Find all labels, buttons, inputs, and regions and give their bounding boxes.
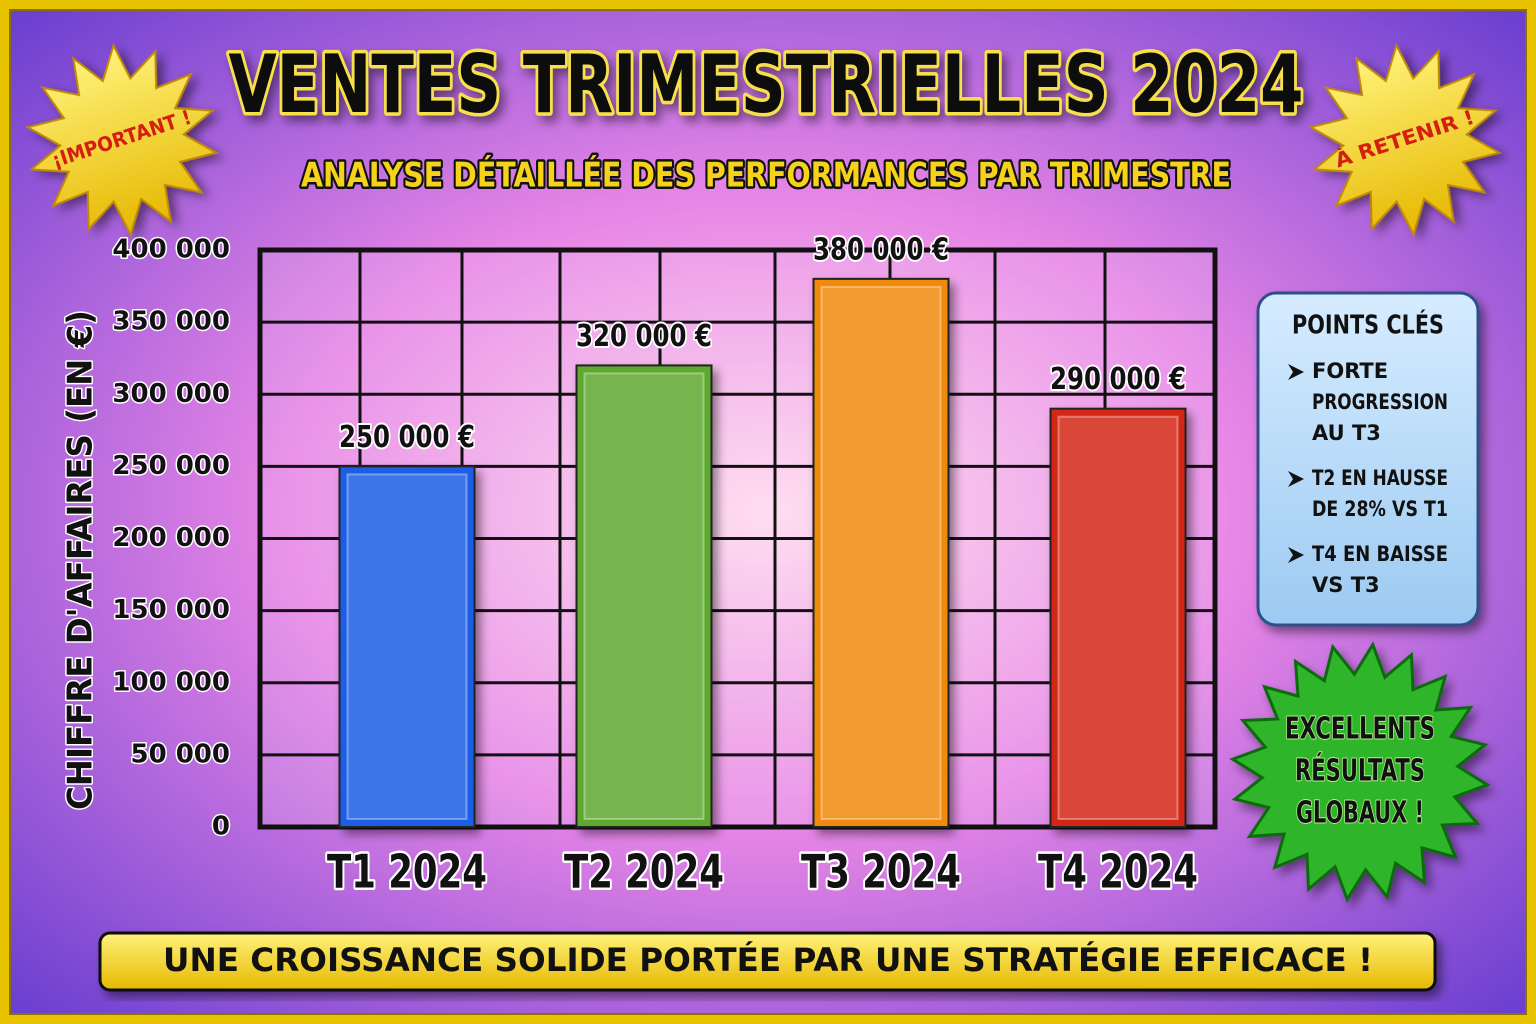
sticker-burst: [25, 42, 219, 238]
key-point-text: VS T3: [1312, 573, 1380, 597]
key-point-text: T4 EN BAISSE: [1312, 542, 1448, 566]
y-tick-label: 300 000: [112, 379, 230, 409]
sticker-burst: [1308, 42, 1502, 238]
x-tick-label: T1 2024: [327, 845, 487, 899]
key-points-box: [1256, 291, 1480, 627]
bar: [812, 277, 950, 829]
key-points-title: POINTS CLÉS: [1292, 309, 1444, 341]
bar-bevel: [1057, 415, 1179, 820]
bar: [338, 465, 476, 828]
key-point-text: AU T3: [1312, 421, 1381, 445]
plot-border: [257, 247, 1218, 830]
sticker: ¡IMPORTANT !: [25, 42, 219, 238]
y-tick-label: 350 000: [112, 307, 230, 337]
chart-title: VENTES TRIMESTRIELLES 2024: [229, 38, 1304, 131]
y-tick-label: 50 000: [130, 739, 230, 769]
y-tick-label: 100 000: [112, 667, 230, 697]
value-label: 290 000 €: [1050, 362, 1186, 397]
key-point-text: FORTE: [1312, 359, 1388, 383]
bar-bevel: [346, 473, 468, 820]
y-tick-label: 0: [212, 812, 230, 842]
key-point-text: DE 28% VS T1: [1312, 497, 1448, 521]
value-label: 320 000 €: [576, 319, 712, 354]
bar-bevel: [583, 372, 705, 820]
y-tick-label: 250 000: [112, 451, 230, 481]
bar: [575, 364, 713, 828]
y-tick-label: 150 000: [112, 595, 230, 625]
y-axis-title: CHIFFRE D'AFFAIRES (EN €): [61, 310, 101, 810]
x-tick-label: T2 2024: [564, 845, 724, 899]
bullet-arrow: [1288, 471, 1304, 487]
banner-text: UNE CROISSANCE SOLIDE PORTÉE PAR UNE STR…: [163, 941, 1373, 979]
bullet-arrow: [1288, 364, 1304, 380]
banner-box: [98, 931, 1437, 992]
badge-burst: [1229, 641, 1491, 903]
value-label: 380 000 €: [813, 232, 949, 267]
key-point-text: T2 EN HAUSSE: [1312, 466, 1448, 490]
x-tick-label: T4 2024: [1038, 845, 1198, 899]
y-tick-label: 200 000: [112, 523, 230, 553]
badge-text: EXCELLENTS: [1285, 712, 1435, 747]
sticker: À RETENIR !: [1308, 42, 1502, 238]
x-tick-label: T3 2024: [801, 845, 961, 899]
badge-text: RÉSULTATS: [1295, 753, 1425, 789]
badge-text: GLOBAUX !: [1296, 796, 1424, 831]
chart-subtitle: ANALYSE DÉTAILLÉE DES PERFORMANCES PAR T…: [301, 155, 1231, 196]
bullet-arrow: [1288, 547, 1304, 563]
bar-bevel: [820, 285, 942, 821]
y-tick-label: 400 000: [112, 235, 230, 265]
bar: [1049, 407, 1187, 828]
value-label: 250 000 €: [339, 420, 475, 455]
key-point-text: PROGRESSION: [1312, 390, 1448, 414]
